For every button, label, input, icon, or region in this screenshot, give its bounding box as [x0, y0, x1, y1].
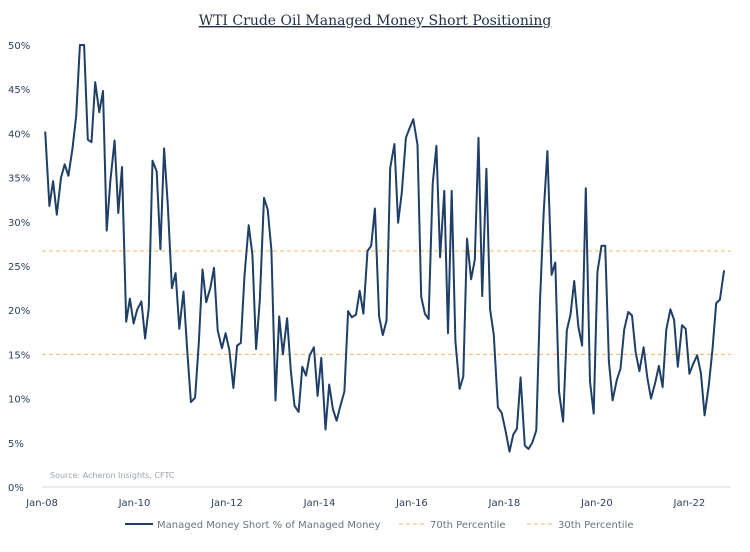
series-line	[44, 44, 726, 453]
x-tick-label: Jan-18	[488, 498, 521, 509]
chart-title: WTI Crude Oil Managed Money Short Positi…	[199, 13, 552, 29]
x-tick-label: Jan-22	[673, 498, 706, 509]
x-axis-ticks: Jan-08 Jan-10 Jan-12 Jan-14 Jan-16 Jan-18 Jan-…	[25, 498, 705, 509]
series-lines	[44, 44, 726, 453]
y-tick-label: 35%	[8, 174, 30, 185]
y-tick-label: 25%	[8, 262, 30, 273]
x-tick-label: Jan-14	[303, 498, 336, 509]
y-axis-ticks: 0% 5% 10% 15% 20% 25% 30% 35% 40% 45% 50%	[8, 41, 30, 494]
y-tick-label: 40%	[8, 129, 30, 140]
legend-label: 70th Percentile	[430, 520, 506, 531]
y-tick-label: 30%	[8, 218, 30, 229]
x-tick-label: Jan-10	[118, 498, 151, 509]
y-tick-label: 10%	[8, 395, 30, 406]
legend-label: 30th Percentile	[558, 520, 634, 531]
y-tick-label: 45%	[8, 85, 30, 96]
x-tick-label: Jan-20	[580, 498, 613, 509]
y-tick-label: 0%	[8, 483, 24, 494]
source-note: Source: Acheron Insights, CFTC	[50, 471, 175, 480]
legend: Managed Money Short % of Managed Money 70…	[125, 520, 634, 531]
x-tick-label: Jan-08	[25, 498, 58, 509]
y-tick-label: 20%	[8, 306, 30, 317]
x-tick-label: Jan-16	[395, 498, 428, 509]
legend-label: Managed Money Short % of Managed Money	[157, 520, 381, 531]
y-tick-label: 15%	[8, 350, 30, 361]
y-tick-label: 50%	[8, 41, 30, 52]
reference-lines	[42, 250, 731, 355]
y-tick-label: 5%	[8, 439, 24, 450]
x-tick-label: Jan-12	[210, 498, 243, 509]
